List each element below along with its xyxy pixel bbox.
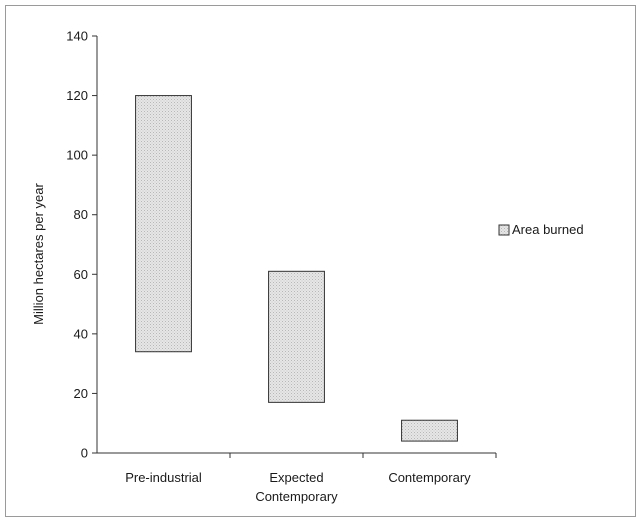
x-category-label: Pre-industrial — [125, 470, 202, 485]
x-category-label: Expected — [269, 470, 323, 485]
bar-2 — [401, 419, 458, 442]
y-tick-label: 80 — [74, 207, 88, 222]
legend-label: Area burned — [512, 222, 584, 237]
x-category-label: Contemporary — [388, 470, 471, 485]
y-axis-ticks: 0 20 40 60 80 100 120 140 — [66, 29, 97, 461]
y-tick-label: 20 — [74, 386, 88, 401]
bar-0 — [135, 95, 192, 353]
y-tick-label: 0 — [81, 446, 88, 461]
legend-swatch — [498, 224, 510, 236]
x-category-label: Contemporary — [255, 489, 338, 504]
chart-frame: Million hectares per year 0 20 40 60 80 100 12… — [5, 5, 636, 517]
axes — [96, 36, 496, 454]
x-axis-labels: Pre-industrial Expected Contemporary Contem… — [125, 453, 497, 504]
legend: Area burned — [498, 222, 584, 237]
y-axis-title: Million hectares per year — [31, 183, 46, 325]
y-tick-label: 140 — [66, 29, 88, 44]
y-tick-label: 120 — [66, 88, 88, 103]
y-tick-label: 60 — [74, 267, 88, 282]
y-tick-label: 100 — [66, 148, 88, 163]
chart-svg: Million hectares per year 0 20 40 60 80 100 12… — [31, 29, 584, 505]
bars — [135, 95, 458, 442]
bar-1 — [268, 270, 325, 403]
y-tick-label: 40 — [74, 326, 88, 341]
